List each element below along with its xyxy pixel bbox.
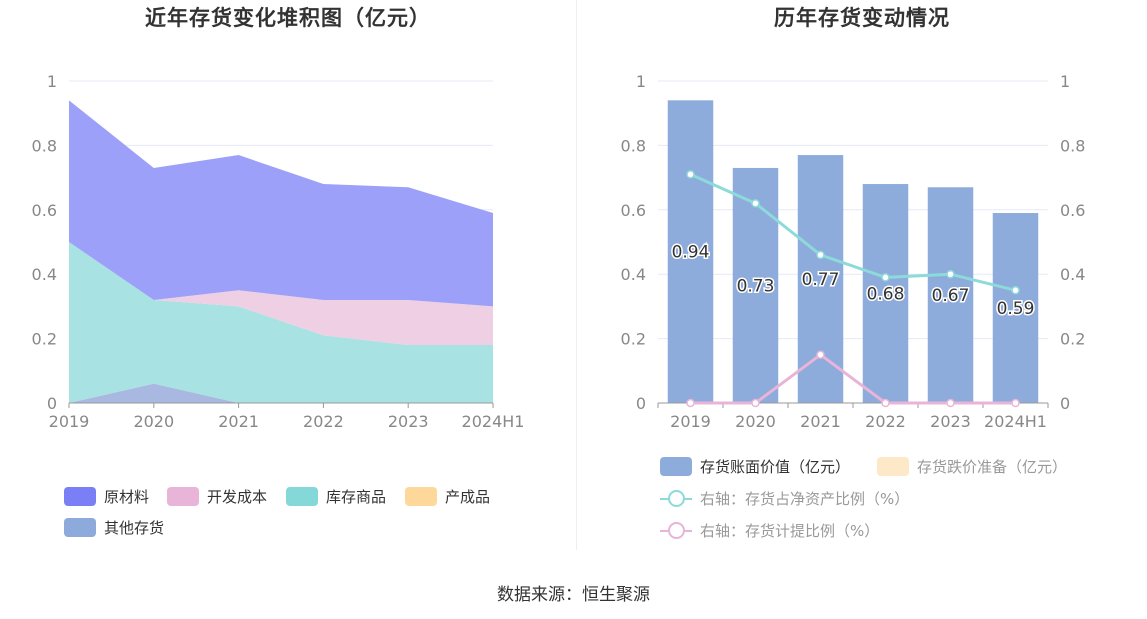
legend-swatch xyxy=(64,518,96,537)
legend-item-impairment[interactable]: 存货跌价准备（亿元） xyxy=(877,456,1067,477)
area-series xyxy=(69,100,493,307)
legend-swatch xyxy=(877,457,909,476)
line-point xyxy=(1011,398,1020,408)
y2-tick-label: 0 xyxy=(1060,394,1070,413)
bar xyxy=(797,155,844,403)
bar-data-label: 0.94 xyxy=(672,243,710,263)
y-tick-label: 0.6 xyxy=(32,201,57,220)
legend-item-raw-materials[interactable]: 原材料 xyxy=(64,486,149,507)
legend-label: 原材料 xyxy=(104,488,150,506)
x-tick-label: 2021 xyxy=(800,412,841,431)
line-point xyxy=(751,199,760,208)
legend-swatch xyxy=(660,457,692,476)
legend-label: 存货跌价准备（亿元） xyxy=(917,458,1068,476)
x-tick-label: 2019 xyxy=(49,412,90,431)
legend-label: 产成品 xyxy=(445,488,491,506)
panel-divider xyxy=(576,0,577,550)
x-tick-label: 2023 xyxy=(388,412,429,431)
legend-label: 右轴：存货计提比例（%） xyxy=(700,522,880,540)
bar xyxy=(927,187,974,403)
y-tick-label: 0.4 xyxy=(621,265,646,284)
legend-line-swatch xyxy=(660,521,692,540)
x-tick-label: 2020 xyxy=(735,412,776,431)
x-tick-label: 2019 xyxy=(670,412,711,431)
legend-swatch xyxy=(167,487,199,506)
bar xyxy=(667,100,714,403)
stacked-area-chart: 0 0.2 0.4 0.6 0.8 1 2019 2020 2021 2022 2023 2024H1 xyxy=(32,72,525,431)
y-tick-label: 1 xyxy=(636,72,646,91)
line-point xyxy=(751,398,760,408)
left-legend: 原材料 开发成本 库存商品 产成品 其他存货 xyxy=(0,480,576,550)
x-tick-label: 2024H1 xyxy=(984,412,1047,431)
x-tick-label: 2020 xyxy=(133,412,174,431)
area-series xyxy=(69,242,493,346)
x-tick-label: 2022 xyxy=(303,412,344,431)
y2-tick-label: 0.6 xyxy=(1060,201,1085,220)
legend-swatch xyxy=(286,487,318,506)
x-tick-label: 2024H1 xyxy=(462,412,525,431)
left-chart-title: 近年存货变化堆积图（亿元） xyxy=(145,6,431,30)
legend-item-finished-goods[interactable]: 产成品 xyxy=(405,486,490,507)
y2-tick-label: 0.2 xyxy=(1060,330,1085,349)
bar-data-label: 0.68 xyxy=(867,285,905,305)
x-tick-label: 2021 xyxy=(218,412,259,431)
y-tick-label: 0.2 xyxy=(32,330,57,349)
line-point xyxy=(816,250,825,260)
bar xyxy=(862,184,909,403)
legend-item-other-inventory[interactable]: 其他存货 xyxy=(64,517,164,538)
data-source-footer: 数据来源：恒生聚源 xyxy=(497,585,650,605)
y-tick-label: 0.8 xyxy=(621,136,646,155)
y-tick-label: 0 xyxy=(47,394,57,413)
y-tick-label: 0.8 xyxy=(32,136,57,155)
y-tick-label: 0.4 xyxy=(32,265,57,284)
x-tick-label: 2022 xyxy=(865,412,906,431)
bar-data-label: 0.67 xyxy=(932,286,970,306)
legend-item-net-asset-ratio[interactable]: 右轴：存货占净资产比例（%） xyxy=(660,488,909,509)
bar xyxy=(992,213,1039,403)
line-point xyxy=(686,398,695,408)
legend-line-swatch xyxy=(660,489,692,508)
y2-tick-label: 0.8 xyxy=(1060,136,1085,155)
y2-tick-label: 1 xyxy=(1060,72,1070,91)
legend-item-inventory-goods[interactable]: 库存商品 xyxy=(286,486,386,507)
stacked-area-panel: 近年存货变化堆积图（亿元） 0 0.2 0.4 0.6 0.8 1 2019 2020 2021… xyxy=(0,0,576,560)
inventory-change-panel: 历年存货变动情况 0 0 0.2 0.2 0.4 0.4 0.6 0.6 0.8 0.8 1 1 201… xyxy=(577,0,1147,560)
y-tick-label: 0 xyxy=(636,394,646,413)
legend-label: 其他存货 xyxy=(104,519,165,537)
bar-line-chart: 0 0 0.2 0.2 0.4 0.4 0.6 0.6 0.8 0.8 1 1 2019 2020 2021… xyxy=(621,72,1086,431)
right-legend: 存货账面价值（亿元） 存货跌价准备（亿元） 右轴：存货占净资产比例（%） 右轴：… xyxy=(577,452,1147,552)
bar-data-label: 0.77 xyxy=(802,270,840,290)
y2-tick-label: 0.4 xyxy=(1060,265,1085,284)
legend-label: 库存商品 xyxy=(326,488,387,506)
legend-swatch xyxy=(64,487,96,506)
legend-item-book-value[interactable]: 存货账面价值（亿元） xyxy=(660,456,850,477)
legend-label: 存货账面价值（亿元） xyxy=(700,458,851,476)
legend-label: 开发成本 xyxy=(207,488,268,506)
legend-item-provision-ratio[interactable]: 右轴：存货计提比例（%） xyxy=(660,520,879,541)
bar-data-label: 0.59 xyxy=(997,299,1035,319)
right-chart-title: 历年存货变动情况 xyxy=(774,6,950,30)
area-series xyxy=(69,242,493,403)
line-point xyxy=(881,398,890,408)
line-point xyxy=(816,350,825,359)
line-point xyxy=(946,269,955,279)
line-point xyxy=(686,170,695,179)
line-point xyxy=(881,273,890,282)
y-tick-label: 0.2 xyxy=(621,330,646,349)
line-series xyxy=(689,173,1016,292)
line-point xyxy=(1011,286,1020,295)
y-tick-label: 1 xyxy=(47,72,57,91)
y-tick-label: 0.6 xyxy=(621,201,646,220)
legend-swatch xyxy=(405,487,437,506)
bar-data-label: 0.73 xyxy=(737,276,775,296)
legend-label: 右轴：存货占净资产比例（%） xyxy=(700,490,910,508)
line-point xyxy=(946,398,955,408)
area-series xyxy=(69,383,493,403)
line-series xyxy=(690,352,1016,405)
legend-item-development-cost[interactable]: 开发成本 xyxy=(167,486,267,507)
x-tick-label: 2023 xyxy=(930,412,971,431)
